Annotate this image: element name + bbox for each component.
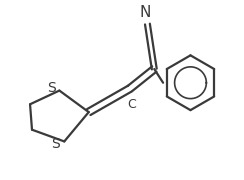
Text: C: C [127,98,136,111]
Text: S: S [47,81,55,95]
Text: N: N [140,5,151,20]
Text: S: S [52,137,60,151]
